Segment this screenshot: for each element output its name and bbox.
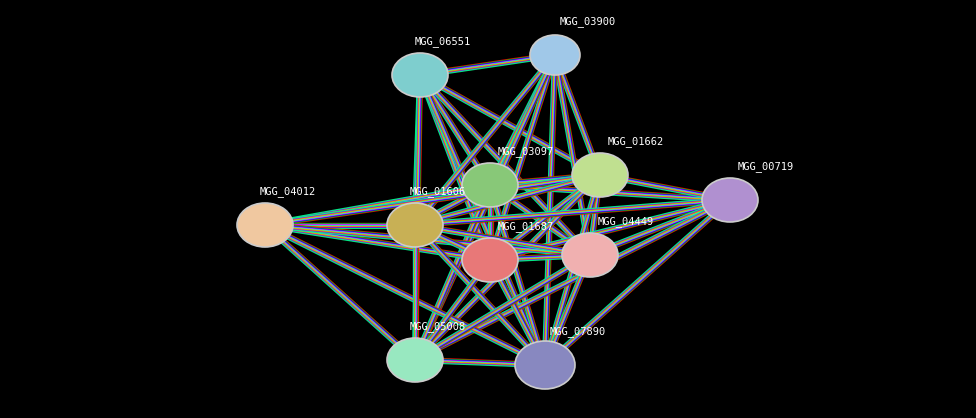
Ellipse shape — [392, 53, 448, 97]
Ellipse shape — [237, 203, 293, 247]
Ellipse shape — [530, 35, 580, 75]
Ellipse shape — [515, 341, 575, 389]
Ellipse shape — [462, 163, 518, 207]
Ellipse shape — [572, 153, 628, 197]
Text: MGG_05008: MGG_05008 — [410, 321, 467, 332]
Text: MGG_00719: MGG_00719 — [738, 161, 794, 172]
Text: MGG_06551: MGG_06551 — [415, 36, 471, 47]
Ellipse shape — [387, 203, 443, 247]
Text: MGG_01662: MGG_01662 — [608, 136, 665, 147]
Text: MGG_07890: MGG_07890 — [550, 326, 606, 337]
Text: MGG_03097: MGG_03097 — [498, 146, 554, 157]
Text: MGG_04449: MGG_04449 — [598, 216, 654, 227]
Text: MGG_03900: MGG_03900 — [560, 16, 616, 27]
Text: MGG_01687: MGG_01687 — [498, 221, 554, 232]
Text: MGG_04012: MGG_04012 — [260, 186, 316, 197]
Ellipse shape — [702, 178, 758, 222]
Text: MGG_01606: MGG_01606 — [410, 186, 467, 197]
Ellipse shape — [462, 238, 518, 282]
Ellipse shape — [387, 338, 443, 382]
Ellipse shape — [562, 233, 618, 277]
